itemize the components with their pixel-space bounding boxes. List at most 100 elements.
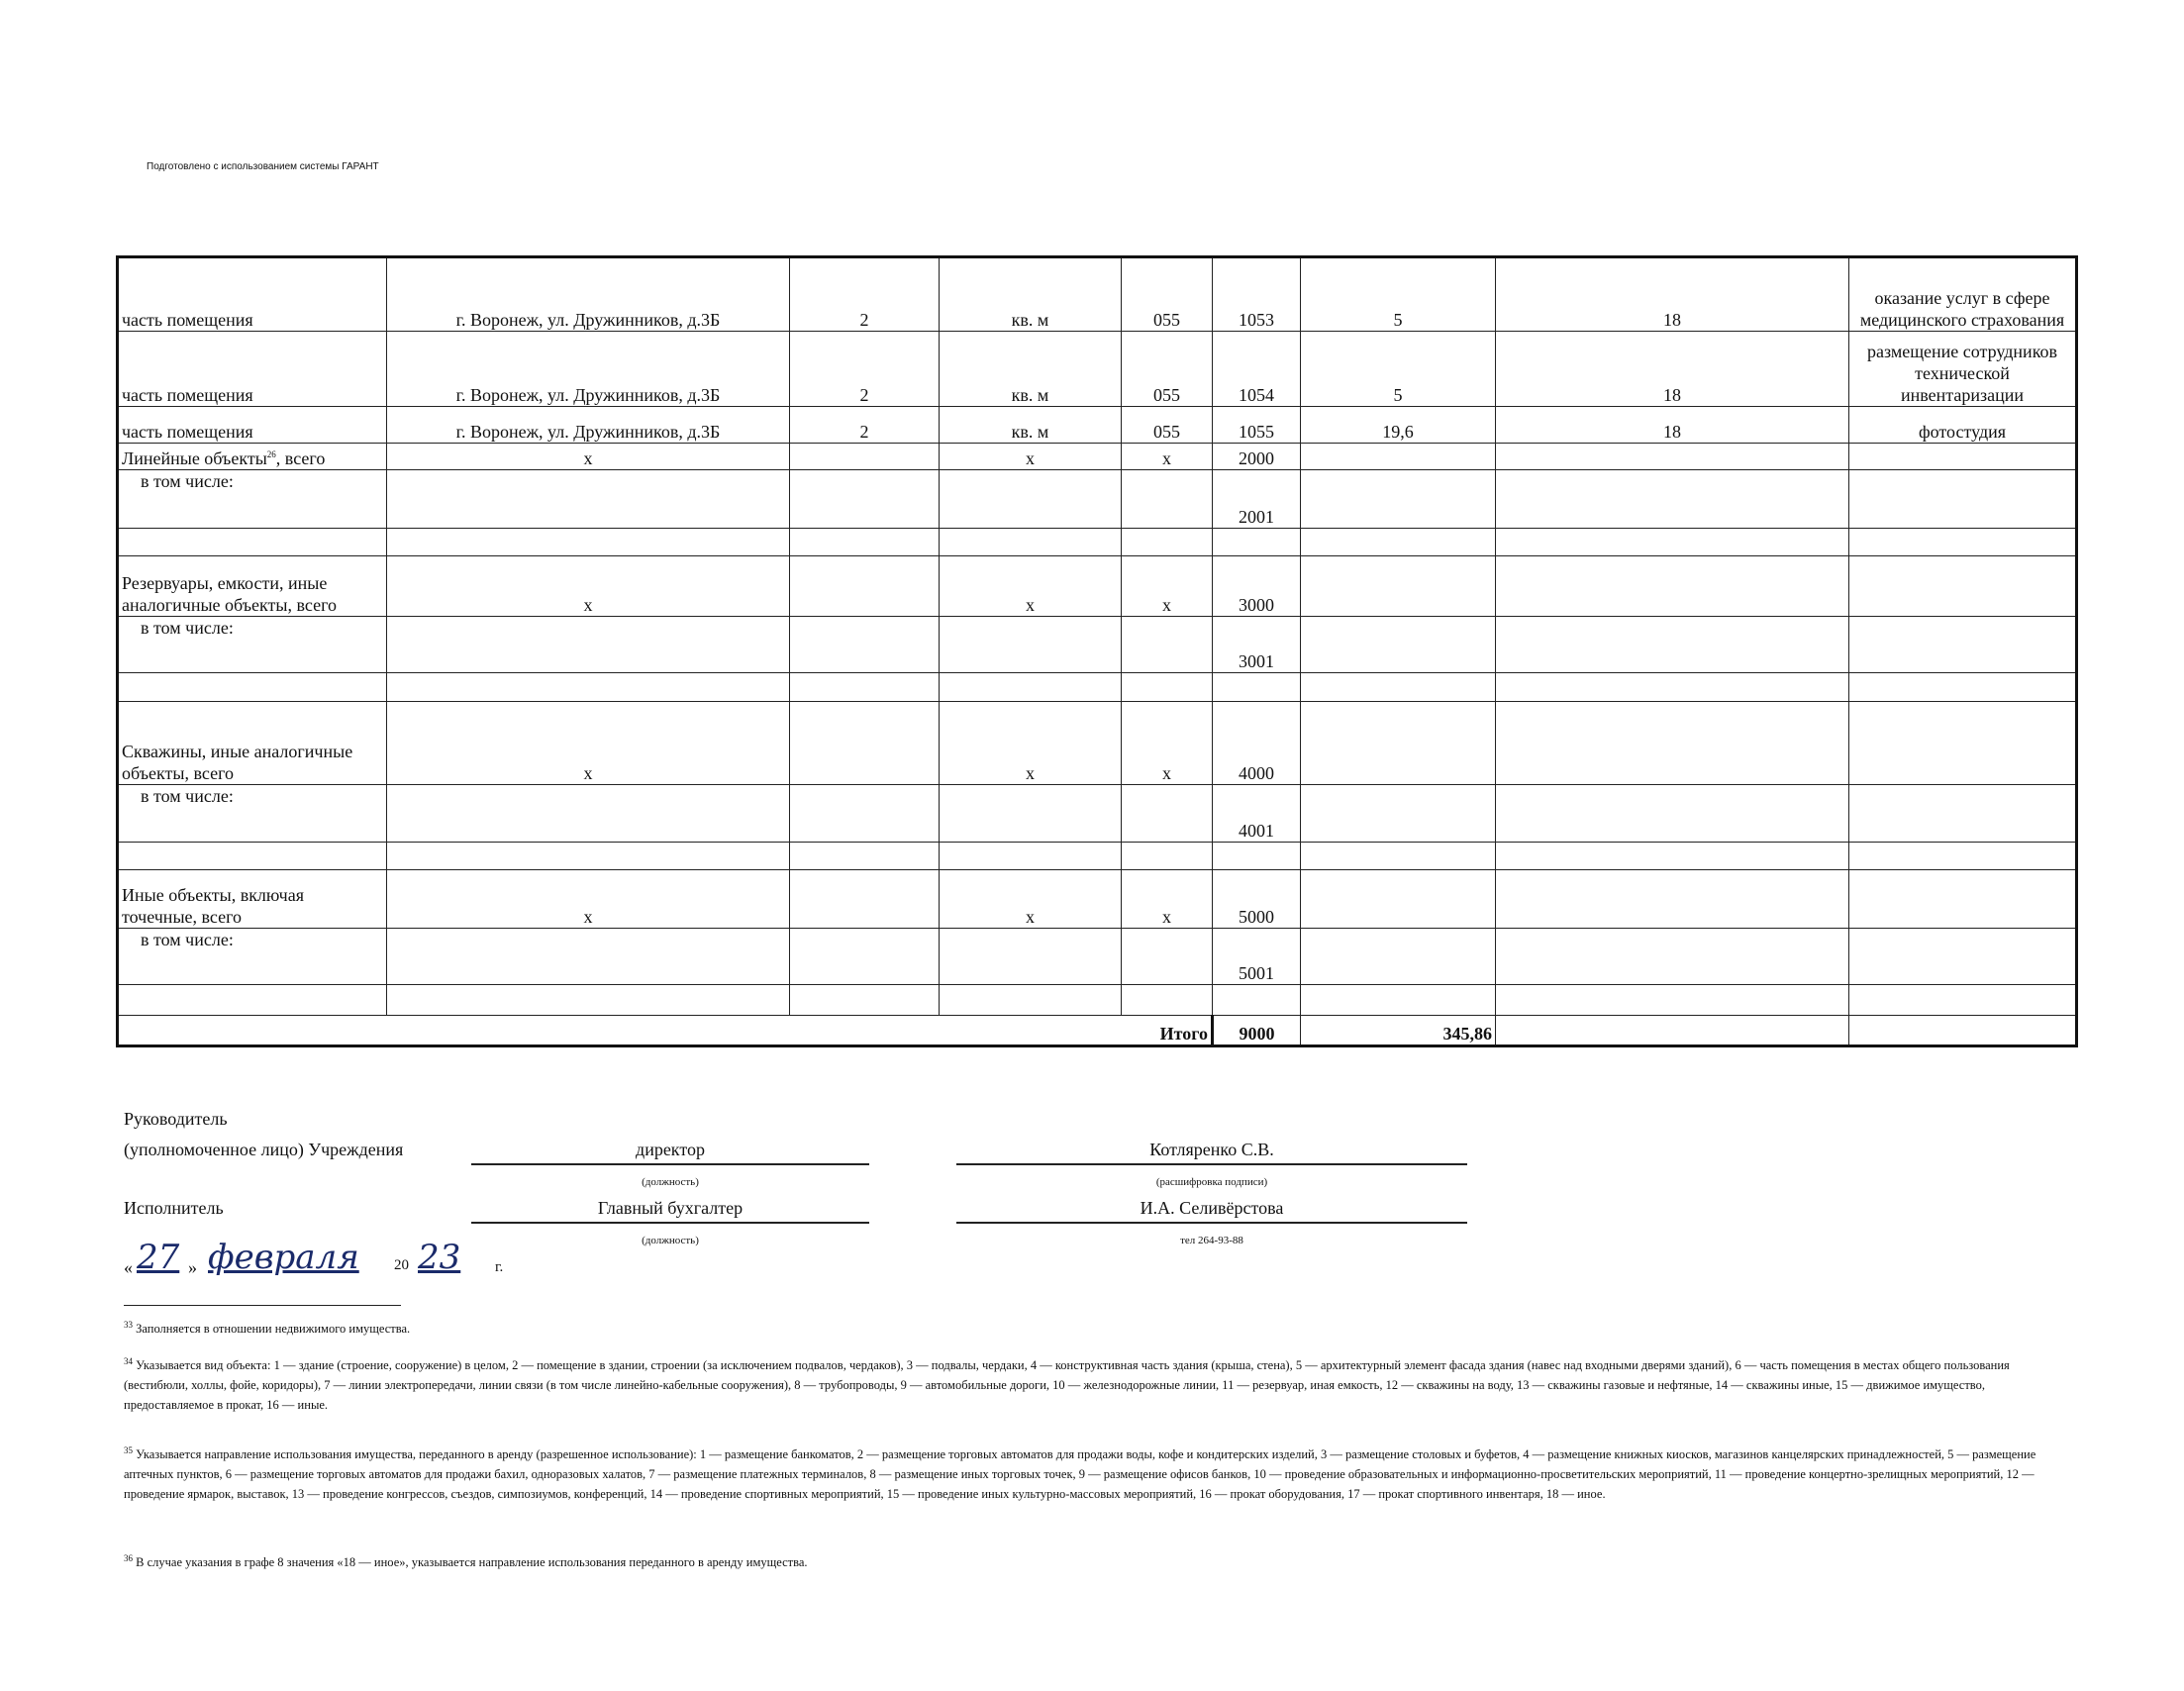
- date-day: 27: [137, 1238, 180, 1277]
- table-row: в том числе: 2001: [117, 469, 2077, 529]
- cell-type: [1495, 555, 1849, 617]
- table-row: в том числе: 5001: [117, 928, 2077, 985]
- code-text: 5000: [1239, 907, 1274, 927]
- head-name: Котляренко С.В.: [1149, 1140, 1274, 1159]
- footnote-number: 34: [124, 1356, 133, 1366]
- table-row: часть помещения г. Воронеж, ул. Дружинник…: [117, 331, 2077, 407]
- addr-text: г. Воронеж, ул. Дружинников, д.3Б: [455, 422, 721, 442]
- cell-unit: кв. м: [939, 406, 1122, 444]
- footnote-number: 35: [124, 1445, 133, 1455]
- cell-area: 5: [1300, 331, 1496, 407]
- footnote: 35 Указывается направление использования…: [124, 1441, 2074, 1504]
- phone: тел 264-93-88: [1180, 1235, 1243, 1246]
- cell-n: [789, 616, 940, 673]
- addr-text: x: [583, 763, 593, 783]
- unit-text: x: [1026, 595, 1035, 615]
- footnote: 36 В случае указания в графе 8 значения …: [124, 1548, 2074, 1572]
- cell-purpose: [1848, 443, 2077, 470]
- cell-addr: г. Воронеж, ул. Дружинников, д.3Б: [386, 406, 790, 444]
- cell-name: [117, 984, 387, 1016]
- position-caption: (должность): [642, 1176, 699, 1188]
- cell-purpose: [1848, 555, 2077, 617]
- cell-n: 2: [789, 331, 940, 407]
- property-table: часть помещения г. Воронеж, ул. Дружинник…: [116, 255, 2078, 1047]
- cell-unit: [939, 928, 1122, 985]
- cell-okei: [1121, 984, 1213, 1016]
- n-text: 2: [859, 385, 869, 405]
- cell-addr: [386, 616, 790, 673]
- cell-name: [117, 672, 387, 702]
- unit-text: кв. м: [1011, 385, 1049, 405]
- cell-code: 3001: [1212, 616, 1301, 673]
- cell-code: 2000: [1212, 443, 1301, 470]
- head-label: Руководитель: [124, 1109, 228, 1129]
- unit-text: x: [1026, 448, 1035, 468]
- cell-area: [1300, 928, 1496, 985]
- year-suffix: г.: [495, 1259, 504, 1275]
- table-row: Линейные объекты26, всего x x x 2000: [117, 443, 2077, 470]
- footnote-text: В случае указания в графе 8 значения «18…: [136, 1555, 808, 1570]
- cell-unit: x: [939, 869, 1122, 929]
- n-text: 2: [859, 422, 869, 442]
- cell-area: [1300, 469, 1496, 529]
- cell-okei: [1121, 672, 1213, 702]
- okei-text: x: [1162, 448, 1171, 468]
- cell-addr: [386, 672, 790, 702]
- cell-addr: x: [386, 443, 790, 470]
- footnote: 33 Заполняется в отношении недвижимого и…: [124, 1315, 2074, 1339]
- cell-unit: кв. м: [939, 256, 1122, 332]
- name-text: Резервуары, емкости, иные аналогичные об…: [122, 573, 338, 615]
- cell-okei: [1121, 784, 1213, 843]
- table-row: часть помещения г. Воронеж, ул. Дружинник…: [117, 256, 2077, 332]
- cell-purpose: [1848, 842, 2077, 870]
- cell-okei: [1121, 528, 1213, 556]
- code-text: 4001: [1239, 821, 1274, 841]
- cell-n: 2: [789, 256, 940, 332]
- cell-unit: [939, 672, 1122, 702]
- cell-addr: [386, 928, 790, 985]
- cell-type: [1495, 842, 1849, 870]
- cell-addr: x: [386, 701, 790, 785]
- cell-area: [1300, 784, 1496, 843]
- cell-purpose: [1848, 701, 2077, 785]
- cell-name: в том числе:: [117, 616, 387, 673]
- date-month: февраля: [208, 1238, 359, 1277]
- cell-type: 18: [1495, 406, 1849, 444]
- cell-name: в том числе:: [117, 784, 387, 843]
- unit-text: кв. м: [1011, 422, 1049, 442]
- name-text: в том числе:: [141, 930, 234, 949]
- cell-unit: x: [939, 701, 1122, 785]
- cell-unit: [939, 984, 1122, 1016]
- cell-name: Резервуары, емкости, иные аналогичные об…: [117, 555, 387, 617]
- cell-addr: [386, 984, 790, 1016]
- cell-okei: 055: [1121, 406, 1213, 444]
- exec-position-caption: (должность): [642, 1235, 699, 1246]
- cell-unit: [939, 616, 1122, 673]
- cell-n: [789, 672, 940, 702]
- cell-addr: [386, 528, 790, 556]
- cell-purpose: [1848, 616, 2077, 673]
- cell-purpose: [1848, 528, 2077, 556]
- code-text: 2000: [1239, 448, 1274, 468]
- table-row: [117, 672, 2077, 702]
- cell-type: [1495, 672, 1849, 702]
- cell-n: [789, 784, 940, 843]
- name-text: в том числе:: [141, 471, 234, 491]
- cell-purpose: размещение сотрудников технической инвен…: [1848, 331, 2077, 407]
- cell-n: 2: [789, 406, 940, 444]
- cell-name: часть помещения: [117, 256, 387, 332]
- name-text: Скважины, иные аналогичные объекты, всег…: [122, 742, 353, 783]
- cell-code: 1054: [1212, 331, 1301, 407]
- cell-unit: кв. м: [939, 331, 1122, 407]
- unit-text: x: [1026, 763, 1035, 783]
- addr-text: г. Воронеж, ул. Дружинников, д.3Б: [455, 310, 721, 330]
- cell-area: [1300, 555, 1496, 617]
- cell-okei: [1121, 616, 1213, 673]
- cell-type: [1495, 528, 1849, 556]
- cell-code: [1212, 984, 1301, 1016]
- cell-area: [1300, 672, 1496, 702]
- code-text: 3001: [1239, 651, 1274, 671]
- cell-n: [789, 984, 940, 1016]
- cell-okei: 055: [1121, 331, 1213, 407]
